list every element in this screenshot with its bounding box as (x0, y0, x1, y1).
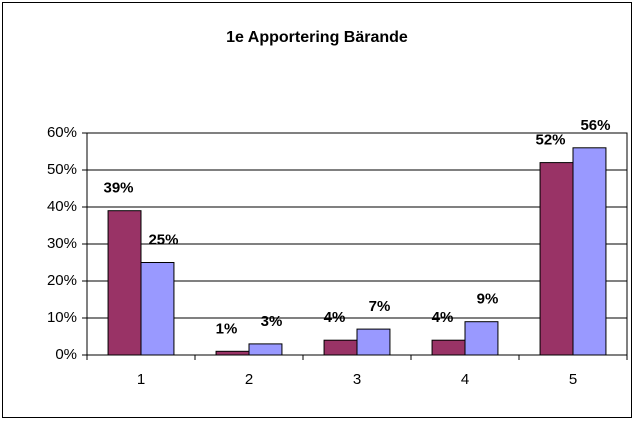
data-label: 3% (261, 313, 283, 330)
x-tick-label: 5 (569, 371, 577, 388)
data-label: 25% (148, 231, 178, 248)
y-tick-label: 20% (47, 272, 77, 289)
data-label: 9% (477, 291, 499, 308)
x-tick-label: 1 (137, 371, 145, 388)
data-label: 7% (369, 298, 391, 315)
bar (572, 147, 607, 356)
y-tick-label: 10% (47, 309, 77, 326)
data-label: 1% (216, 320, 238, 337)
bar (539, 162, 574, 356)
data-label: 4% (324, 309, 346, 326)
y-tick-label: 50% (47, 161, 77, 178)
bar (431, 339, 466, 356)
x-tick-label: 3 (353, 371, 361, 388)
x-tick-label: 4 (461, 371, 469, 388)
y-tick-label: 60% (47, 124, 77, 141)
x-tick-label: 2 (245, 371, 253, 388)
bar (140, 262, 175, 356)
bar (464, 321, 499, 356)
bar (107, 210, 142, 356)
bar (323, 339, 358, 356)
y-tick-label: 30% (47, 235, 77, 252)
data-label: 4% (432, 309, 454, 326)
data-label: 56% (580, 117, 610, 134)
y-tick-label: 40% (47, 198, 77, 215)
bar (248, 343, 283, 356)
chart-title: 1e Apportering Bärande (226, 29, 408, 46)
bar (356, 328, 391, 356)
data-label: 39% (104, 180, 134, 197)
data-label: 52% (536, 132, 566, 149)
bar (215, 350, 250, 356)
y-tick-label: 0% (55, 346, 77, 363)
